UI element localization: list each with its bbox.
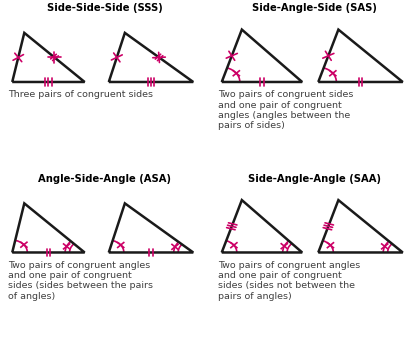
Text: Angle-Side-Angle (ASA): Angle-Side-Angle (ASA) xyxy=(38,174,171,184)
Text: Side-Angle-Side (SAS): Side-Angle-Side (SAS) xyxy=(252,3,377,13)
Text: Two pairs of congruent sides
and one pair of congruent
angles (angles between th: Two pairs of congruent sides and one pai… xyxy=(218,90,353,130)
Text: Two pairs of congruent angles
and one pair of congruent
sides (sides between the: Two pairs of congruent angles and one pa… xyxy=(8,261,153,301)
Text: Side-Angle-Angle (SAA): Side-Angle-Angle (SAA) xyxy=(248,174,381,184)
Text: Three pairs of congruent sides: Three pairs of congruent sides xyxy=(8,90,153,99)
Text: Side-Side-Side (SSS): Side-Side-Side (SSS) xyxy=(47,3,163,13)
Text: Two pairs of congruent angles
and one pair of congruent
sides (sides not between: Two pairs of congruent angles and one pa… xyxy=(218,261,360,301)
